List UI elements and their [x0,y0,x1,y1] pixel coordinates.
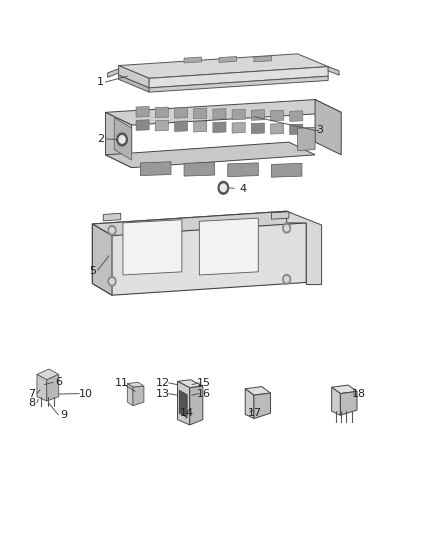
Polygon shape [37,369,59,379]
Text: 17: 17 [248,408,262,418]
Polygon shape [245,389,254,418]
Polygon shape [47,374,59,401]
Polygon shape [133,386,144,406]
Text: 5: 5 [89,266,96,276]
Polygon shape [315,100,341,155]
Polygon shape [119,66,149,88]
Polygon shape [127,383,133,406]
Polygon shape [213,109,226,119]
Polygon shape [114,118,132,160]
Polygon shape [194,108,207,119]
Polygon shape [232,123,245,133]
Polygon shape [184,163,215,176]
Circle shape [218,181,229,194]
Polygon shape [332,385,357,393]
Polygon shape [177,381,190,425]
Polygon shape [251,110,265,120]
Text: 6: 6 [55,377,62,387]
Text: 16: 16 [197,389,211,399]
Polygon shape [251,123,265,134]
Polygon shape [103,213,121,221]
Polygon shape [106,142,315,167]
Text: 8: 8 [28,398,35,408]
Polygon shape [271,124,284,134]
Polygon shape [177,379,203,387]
Polygon shape [290,111,303,122]
Polygon shape [37,374,47,401]
Text: 7: 7 [28,389,35,399]
Polygon shape [199,218,258,275]
Polygon shape [119,75,149,92]
Polygon shape [245,386,271,395]
Circle shape [220,184,226,191]
Polygon shape [232,109,245,120]
Polygon shape [141,162,171,175]
Polygon shape [136,120,149,131]
Circle shape [283,274,290,284]
Circle shape [285,277,289,282]
Circle shape [285,225,289,231]
Polygon shape [149,76,328,92]
Polygon shape [332,387,340,415]
Polygon shape [271,110,284,121]
Polygon shape [92,224,112,295]
Text: 4: 4 [240,184,247,194]
Polygon shape [106,112,132,167]
Polygon shape [155,120,168,131]
Polygon shape [190,386,203,425]
Polygon shape [123,220,182,275]
Polygon shape [119,54,328,78]
Text: 2: 2 [97,134,104,144]
Polygon shape [328,67,339,75]
Circle shape [108,225,116,235]
Polygon shape [213,122,226,133]
Text: 18: 18 [352,389,366,399]
Polygon shape [179,390,187,417]
Polygon shape [127,382,144,387]
Text: 12: 12 [156,378,170,388]
Polygon shape [174,121,187,132]
Text: 1: 1 [97,77,104,87]
Polygon shape [290,124,303,135]
Polygon shape [106,100,341,125]
Polygon shape [297,127,315,151]
Text: 9: 9 [60,410,67,421]
Circle shape [119,136,125,143]
Polygon shape [92,211,306,236]
Text: 15: 15 [197,378,211,388]
Polygon shape [136,107,149,117]
Polygon shape [92,211,306,295]
Polygon shape [174,108,187,118]
Text: 13: 13 [156,389,170,399]
Polygon shape [194,122,207,132]
Polygon shape [219,56,237,62]
Polygon shape [108,69,119,77]
Polygon shape [254,393,271,418]
Polygon shape [149,67,328,88]
Text: 3: 3 [316,125,323,135]
Text: 14: 14 [180,408,194,418]
Circle shape [117,133,127,146]
Polygon shape [184,57,201,63]
Circle shape [110,279,114,284]
Polygon shape [287,211,321,285]
Polygon shape [272,212,289,219]
Polygon shape [340,391,357,415]
Polygon shape [155,107,168,118]
Polygon shape [254,56,272,62]
Text: 11: 11 [115,378,129,388]
Circle shape [283,223,290,233]
Circle shape [108,277,116,286]
Text: 10: 10 [79,389,93,399]
Polygon shape [272,164,302,177]
Circle shape [110,228,114,233]
Polygon shape [228,163,258,176]
